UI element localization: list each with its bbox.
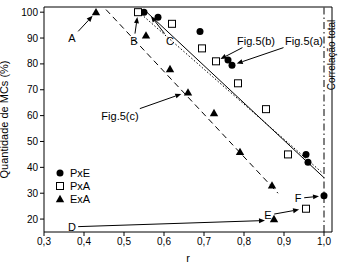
svg-text:1,0: 1,0 <box>317 236 331 247</box>
svg-text:0,5: 0,5 <box>117 236 131 247</box>
svg-text:Fig.5(b): Fig.5(b) <box>237 35 275 47</box>
svg-text:0,3: 0,3 <box>37 236 51 247</box>
svg-text:E: E <box>264 209 271 221</box>
svg-text:30: 30 <box>27 188 39 199</box>
svg-text:D: D <box>68 221 76 233</box>
svg-text:C: C <box>166 35 174 47</box>
svg-text:0,7: 0,7 <box>197 236 211 247</box>
svg-text:F: F <box>295 192 302 204</box>
svg-text:0,9: 0,9 <box>277 236 291 247</box>
svg-text:0,6: 0,6 <box>157 236 171 247</box>
html-text:PxE: PxE <box>70 166 91 179</box>
html-text:PxA: PxA <box>70 179 91 192</box>
svg-text:90: 90 <box>27 33 39 44</box>
svg-text:40: 40 <box>27 162 39 173</box>
svg-text:Fig.5(c): Fig.5(c) <box>101 110 138 122</box>
html-text:ExA: ExA <box>70 192 91 205</box>
svg-text:0,4: 0,4 <box>77 236 91 247</box>
svg-text:80: 80 <box>27 58 39 69</box>
svg-text:Correlação total: Correlação total <box>326 19 337 91</box>
svg-text:r: r <box>186 252 190 262</box>
svg-text:50: 50 <box>27 136 39 147</box>
svg-text:70: 70 <box>27 84 39 95</box>
svg-text:A: A <box>68 32 76 44</box>
svg-text:Quantidade de MCs (%): Quantidade de MCs (%) <box>8 61 10 179</box>
svg-text:0,8: 0,8 <box>237 236 251 247</box>
svg-text:60: 60 <box>27 110 39 121</box>
svg-text:100: 100 <box>21 7 38 18</box>
svg-text:B: B <box>130 35 137 47</box>
svg-text:20: 20 <box>27 214 39 225</box>
svg-text:Fig.5(a): Fig.5(a) <box>285 35 323 47</box>
